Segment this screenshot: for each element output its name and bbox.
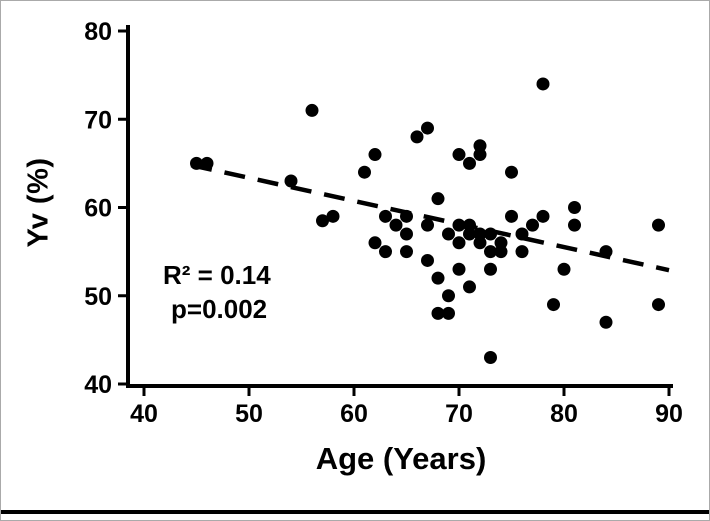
y-axis-label: Yv (%) xyxy=(22,157,55,248)
data-point xyxy=(368,236,382,250)
data-point xyxy=(431,306,445,320)
x-tick-label: 90 xyxy=(655,400,683,428)
y-tick-label: 50 xyxy=(84,283,112,311)
data-point xyxy=(379,245,392,259)
data-point xyxy=(557,262,571,276)
data-point xyxy=(326,209,340,223)
y-tick-label: 60 xyxy=(84,195,112,223)
data-point xyxy=(505,209,518,223)
data-point xyxy=(316,214,329,228)
x-tick-label: 40 xyxy=(130,400,158,428)
data-point xyxy=(442,306,455,320)
data-point xyxy=(463,227,476,241)
data-point xyxy=(473,236,487,250)
data-point xyxy=(284,174,298,188)
data-point xyxy=(431,271,445,285)
data-point xyxy=(368,148,382,162)
data-point xyxy=(505,165,518,179)
data-point xyxy=(652,298,665,312)
data-point xyxy=(599,315,613,329)
y-tick-label: 40 xyxy=(84,371,112,399)
data-point xyxy=(305,103,319,117)
data-point xyxy=(463,156,476,170)
data-point xyxy=(568,218,581,232)
data-point xyxy=(379,209,392,223)
data-point xyxy=(389,218,403,232)
data-point xyxy=(484,245,497,259)
data-point xyxy=(494,245,508,259)
data-point xyxy=(190,156,203,170)
stats-annotation: R² = 0.14 p=0.002 xyxy=(163,259,271,327)
data-point xyxy=(526,218,539,232)
data-point xyxy=(515,245,529,259)
data-point xyxy=(400,245,413,259)
data-point xyxy=(358,165,371,179)
x-tick-label: 60 xyxy=(340,400,368,428)
data-point xyxy=(421,218,434,232)
x-axis-label: Age (Years) xyxy=(315,441,487,476)
bottom-border-line xyxy=(1,510,709,514)
y-tick-label: 70 xyxy=(84,106,112,134)
data-point xyxy=(442,289,455,303)
data-point xyxy=(463,280,476,294)
data-point xyxy=(442,227,455,241)
data-point xyxy=(452,218,466,232)
data-point xyxy=(484,227,497,241)
data-point xyxy=(536,209,550,223)
data-point xyxy=(200,156,214,170)
data-point xyxy=(568,201,581,214)
p-value-text: p=0.002 xyxy=(171,293,268,324)
data-point xyxy=(515,227,529,241)
data-point xyxy=(473,148,487,162)
data-point xyxy=(400,209,413,223)
data-point xyxy=(421,121,434,135)
data-point xyxy=(452,262,466,276)
data-point xyxy=(421,253,434,267)
trend-line xyxy=(190,162,670,273)
data-point xyxy=(431,192,445,206)
x-tick-label: 80 xyxy=(550,400,578,428)
x-tick-label: 70 xyxy=(445,400,473,428)
data-point xyxy=(484,262,497,276)
data-point xyxy=(484,351,497,365)
data-point xyxy=(410,130,424,144)
data-point xyxy=(400,227,413,241)
data-point xyxy=(652,218,665,232)
r-squared-text: R² = 0.14 xyxy=(163,260,271,290)
data-point xyxy=(452,236,466,250)
y-tick-label: 80 xyxy=(84,18,112,46)
data-point xyxy=(536,77,550,91)
data-point xyxy=(599,245,613,259)
data-point xyxy=(547,298,560,312)
data-point xyxy=(452,148,466,162)
x-tick-label: 50 xyxy=(235,400,263,428)
